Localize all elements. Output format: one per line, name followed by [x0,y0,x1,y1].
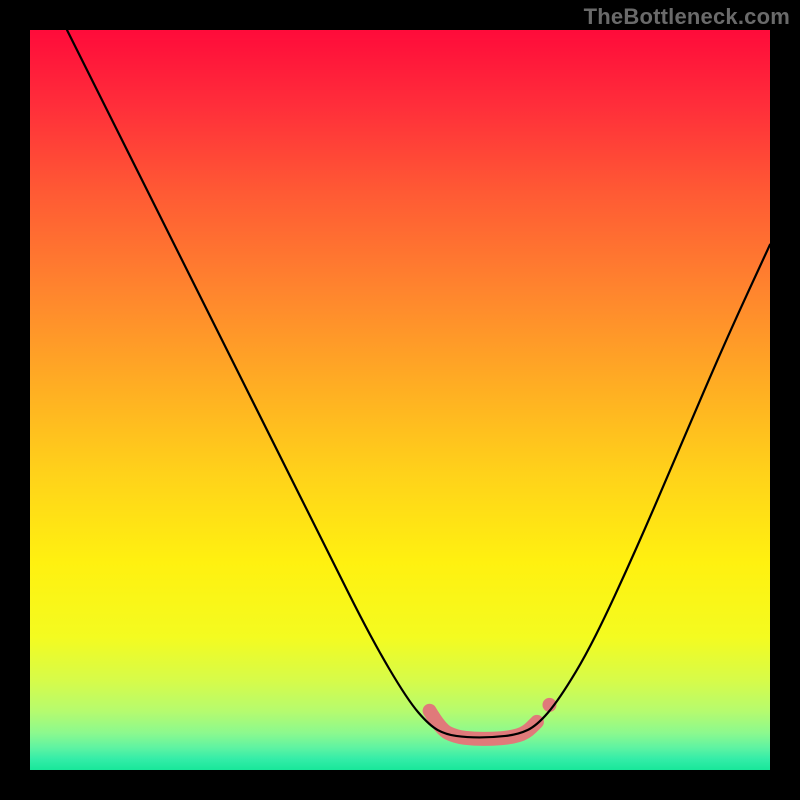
chart-frame: TheBottleneck.com [0,0,800,800]
watermark-text: TheBottleneck.com [584,4,790,30]
plot-background [30,30,770,770]
bottleneck-chart [0,0,800,800]
